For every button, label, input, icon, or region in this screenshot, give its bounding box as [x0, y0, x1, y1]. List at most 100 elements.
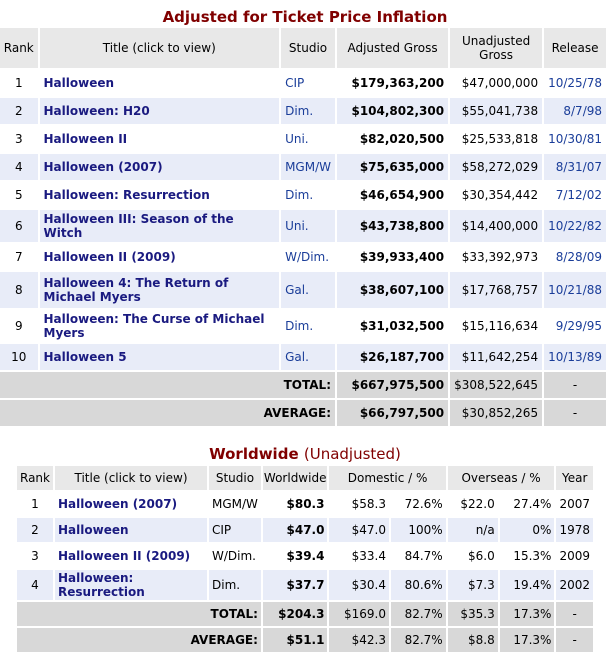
worldwide-cell: $80.3: [262, 492, 328, 516]
col-header-studio[interactable]: Studio: [209, 466, 261, 490]
rank-cell: 2: [17, 518, 53, 542]
year-cell: 2009: [556, 544, 593, 568]
table-row: 9 Halloween: The Curse of Michael Myers …: [0, 310, 606, 342]
table2-title: Worldwide (Unadjusted): [209, 445, 401, 463]
overseas-pct-cell: 19.4%: [499, 570, 555, 600]
adjusted-gross-cell: $82,020,500: [337, 126, 449, 152]
total-domestic-pct-cell: 82.7%: [390, 602, 446, 626]
studio-link[interactable]: W/Dim.: [281, 244, 335, 270]
col-header-title[interactable]: Title (click to view): [39, 28, 280, 68]
release-date-link[interactable]: 10/30/81: [544, 126, 606, 152]
movie-title-link[interactable]: Halloween: [58, 523, 129, 537]
overseas-cell: $22.0: [447, 492, 498, 516]
average-unadjusted-cell: $30,852,265: [450, 400, 543, 426]
movie-title-link[interactable]: Halloween: [43, 76, 115, 90]
col-header-domestic[interactable]: Domestic / %: [329, 466, 446, 490]
domestic-cell: $30.4: [329, 570, 389, 600]
movie-title-link[interactable]: Halloween: Resurrection: [58, 571, 145, 599]
overseas-pct-cell: 27.4%: [499, 492, 555, 516]
unadjusted-gross-cell: $25,533,818: [450, 126, 543, 152]
studio-cell: CIP: [209, 518, 261, 542]
movie-title-link[interactable]: Halloween 4: The Return of Michael Myers: [43, 276, 229, 304]
col-header-studio[interactable]: Studio: [281, 28, 335, 68]
studio-link[interactable]: Dim.: [281, 98, 335, 124]
domestic-cell: $47.0: [329, 518, 389, 542]
table-row: 4 Halloween (2007) MGM/W $75,635,000 $58…: [0, 154, 606, 180]
release-date-link[interactable]: 8/7/98: [544, 98, 606, 124]
movie-title-link[interactable]: Halloween III: Season of the Witch: [43, 212, 234, 240]
adjusted-gross-cell: $46,654,900: [337, 182, 449, 208]
table1-title: Adjusted for Ticket Price Inflation: [162, 8, 448, 26]
total-row: TOTAL: $667,975,500 $308,522,645 -: [0, 372, 606, 398]
col-header-year[interactable]: Year: [556, 466, 593, 490]
movie-title-link[interactable]: Halloween (2007): [58, 497, 178, 511]
release-date-link[interactable]: 10/22/82: [544, 210, 606, 242]
movie-title-link[interactable]: Halloween: Resurrection: [43, 188, 210, 202]
average-year-cell: -: [556, 628, 593, 652]
rank-cell: 8: [0, 272, 38, 308]
movie-title-link[interactable]: Halloween II (2009): [43, 250, 176, 264]
studio-link[interactable]: Uni.: [281, 210, 335, 242]
adjusted-gross-cell: $104,802,300: [337, 98, 449, 124]
movie-title-link[interactable]: Halloween II: [43, 132, 128, 146]
release-date-link[interactable]: 10/25/78: [544, 70, 606, 96]
studio-link[interactable]: Uni.: [281, 126, 335, 152]
movie-title-link[interactable]: Halloween: The Curse of Michael Myers: [43, 312, 265, 340]
rank-cell: 3: [0, 126, 38, 152]
studio-link[interactable]: MGM/W: [281, 154, 335, 180]
col-header-rank[interactable]: Rank: [17, 466, 53, 490]
rank-cell: 1: [17, 492, 53, 516]
table-row: 1 Halloween CIP $179,363,200 $47,000,000…: [0, 70, 606, 96]
overseas-cell: n/a: [447, 518, 498, 542]
release-date-link[interactable]: 8/28/09: [544, 244, 606, 270]
col-header-release[interactable]: Release: [544, 28, 606, 68]
studio-link[interactable]: CIP: [281, 70, 335, 96]
table1-header-row: Rank Title (click to view) Studio Adjust…: [0, 28, 606, 68]
rank-cell: 10: [0, 344, 38, 370]
movie-title-link[interactable]: Halloween (2007): [43, 160, 163, 174]
rank-cell: 5: [0, 182, 38, 208]
release-date-link[interactable]: 10/13/89: [544, 344, 606, 370]
col-header-worldwide[interactable]: Worldwide: [262, 466, 328, 490]
domestic-cell: $58.3: [329, 492, 389, 516]
rank-cell: 9: [0, 310, 38, 342]
unadjusted-gross-cell: $17,768,757: [450, 272, 543, 308]
studio-link[interactable]: Gal.: [281, 272, 335, 308]
domestic-cell: $33.4: [329, 544, 389, 568]
col-header-overseas[interactable]: Overseas / %: [447, 466, 555, 490]
studio-link[interactable]: Dim.: [281, 310, 335, 342]
col-header-rank[interactable]: Rank: [0, 28, 38, 68]
release-date-link[interactable]: 10/21/88: [544, 272, 606, 308]
year-cell: 2002: [556, 570, 593, 600]
average-domestic-pct-cell: 82.7%: [390, 628, 446, 652]
movie-title-link[interactable]: Halloween: H20: [43, 104, 150, 118]
col-header-title[interactable]: Title (click to view): [55, 466, 207, 490]
adjusted-gross-cell: $26,187,700: [337, 344, 449, 370]
unadjusted-gross-cell: $47,000,000: [450, 70, 543, 96]
adjusted-gross-cell: $43,738,800: [337, 210, 449, 242]
studio-link[interactable]: Gal.: [281, 344, 335, 370]
rank-cell: 4: [17, 570, 53, 600]
overseas-pct-cell: 15.3%: [499, 544, 555, 568]
col-header-adjusted-gross[interactable]: Adjusted Gross: [337, 28, 449, 68]
movie-title-link[interactable]: Halloween II (2009): [58, 549, 191, 563]
release-date-link[interactable]: 9/29/95: [544, 310, 606, 342]
unadjusted-gross-cell: $58,272,029: [450, 154, 543, 180]
studio-cell: W/Dim.: [209, 544, 261, 568]
average-domestic-cell: $42.3: [329, 628, 389, 652]
release-date-link[interactable]: 8/31/07: [544, 154, 606, 180]
average-release-cell: -: [544, 400, 606, 426]
page: Adjusted for Ticket Price Inflation Rank…: [0, 8, 610, 654]
domestic-pct-cell: 80.6%: [390, 570, 446, 600]
studio-link[interactable]: Dim.: [281, 182, 335, 208]
table2-header-row: Rank Title (click to view) Studio Worldw…: [17, 466, 593, 490]
release-date-link[interactable]: 7/12/02: [544, 182, 606, 208]
col-header-unadjusted-gross[interactable]: Unadjusted Gross: [450, 28, 543, 68]
table-row: 7 Halloween II (2009) W/Dim. $39,933,400…: [0, 244, 606, 270]
studio-cell: Dim.: [209, 570, 261, 600]
average-label: AVERAGE:: [0, 400, 335, 426]
table-row: 6 Halloween III: Season of the Witch Uni…: [0, 210, 606, 242]
movie-title-link[interactable]: Halloween 5: [43, 350, 127, 364]
rank-cell: 3: [17, 544, 53, 568]
average-overseas-cell: $8.8: [447, 628, 498, 652]
